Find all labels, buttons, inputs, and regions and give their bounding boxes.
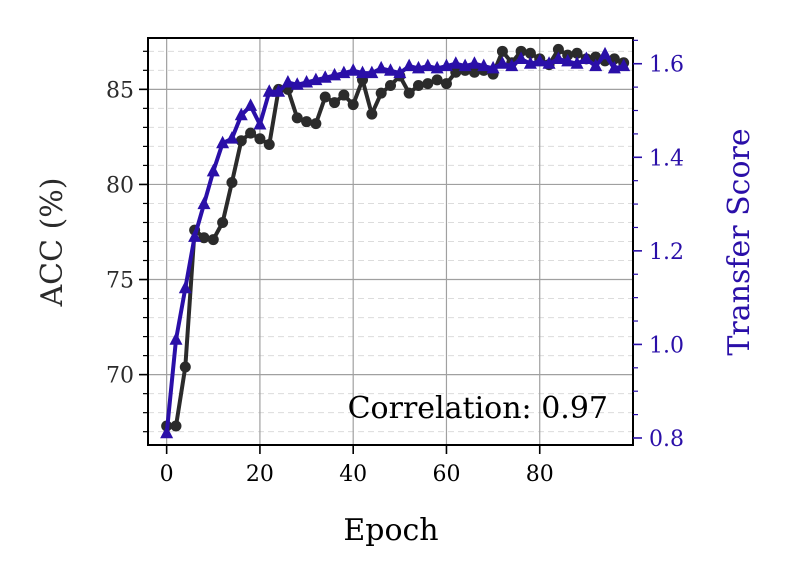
acc-point — [571, 47, 583, 59]
y2-tick-label: 1.4 — [649, 146, 684, 171]
transfer-score-point — [234, 107, 248, 121]
transfer-score-point — [393, 65, 407, 79]
transfer-score-point — [188, 229, 202, 242]
acc-point — [329, 97, 341, 109]
x-axis-label: Epoch — [343, 513, 438, 548]
transfer-score-point — [570, 56, 584, 69]
transfer-score-point — [365, 65, 379, 79]
transfer-score-point — [421, 58, 435, 72]
tick-layer: 70 75 80 85 0 20 40 60 80 0.8 1.0 1.2 1.4 1.6 — [106, 39, 684, 487]
transfer-score-point — [356, 65, 370, 79]
x-tick-label: 0 — [160, 462, 174, 487]
transfer-score-point — [551, 51, 565, 65]
transfer-score-point — [617, 58, 631, 72]
grid-layer — [148, 38, 633, 445]
acc-point — [301, 116, 313, 128]
transfer-score-point — [467, 56, 481, 69]
acc-point — [170, 420, 182, 432]
transfer-score-point — [477, 58, 491, 72]
acc-point — [468, 66, 480, 78]
acc-point — [450, 66, 462, 78]
y-axis-label: ACC (%) — [35, 177, 70, 307]
correlation-annotation: Correlation: 0.97 — [348, 391, 608, 426]
acc-point — [552, 43, 564, 55]
transfer-score-point — [533, 53, 547, 67]
y2-axis-label: Transfer Score — [722, 128, 757, 355]
acc-point — [440, 78, 452, 90]
x-tick-label: 40 — [339, 462, 367, 487]
acc-point — [422, 78, 434, 90]
transfer-score-point — [197, 196, 211, 210]
transfer-score-point — [486, 60, 500, 74]
acc-point — [263, 139, 275, 151]
transfer-score-point — [579, 51, 593, 65]
acc-point — [385, 80, 396, 92]
acc-point — [338, 89, 350, 101]
transfer-score-point — [206, 163, 220, 177]
transfer-score-point — [589, 58, 603, 72]
transfer-score-point — [169, 332, 183, 345]
x-tick-label: 20 — [246, 462, 274, 487]
transfer-score-point — [272, 84, 286, 97]
acc-point — [347, 99, 359, 111]
transfer-score-point — [495, 56, 509, 69]
transfer-score-point — [514, 51, 528, 65]
y-tick-label: 80 — [106, 173, 134, 198]
y2-tick-label: 1.2 — [649, 240, 684, 265]
acc-point — [366, 108, 378, 120]
y-tick-label: 75 — [106, 269, 134, 294]
acc-point — [403, 87, 415, 99]
acc-point — [319, 91, 331, 103]
x-tick-label: 80 — [526, 462, 554, 487]
transfer-score-point — [160, 425, 174, 439]
acc-point — [198, 232, 210, 244]
acc-point — [515, 45, 527, 57]
acc-point — [375, 87, 387, 99]
transfer-score-point — [244, 98, 258, 111]
transfer-score-point — [262, 84, 276, 97]
transfer-score-point — [346, 63, 360, 76]
x-tick-label: 60 — [432, 462, 460, 487]
acc-point — [217, 216, 229, 228]
y-tick-label: 85 — [106, 78, 134, 103]
acc-point — [245, 127, 257, 139]
transfer-score-line — [164, 52, 625, 434]
acc-point — [179, 361, 191, 373]
transfer-score-point — [374, 60, 388, 74]
transfer-score-point — [402, 58, 416, 72]
transfer-score-point — [384, 63, 397, 76]
transfer-score-point — [225, 131, 239, 144]
acc-point — [254, 133, 266, 145]
y-tick-label: 70 — [106, 364, 134, 389]
transfer-score-point — [281, 74, 295, 88]
transfer-score-point — [216, 135, 230, 149]
acc-point — [235, 135, 247, 147]
acc-point — [496, 45, 508, 57]
transfer-score-point — [542, 56, 556, 69]
acc-point — [207, 234, 219, 246]
transfer-score-point — [253, 117, 267, 130]
transfer-score-point — [505, 58, 519, 72]
acc-point — [226, 177, 238, 189]
acc-point — [310, 118, 322, 130]
y2-tick-label: 1.0 — [649, 333, 684, 358]
transfer-score-point — [449, 56, 463, 69]
y2-tick-label: 1.6 — [649, 53, 684, 78]
series-layer — [160, 43, 631, 439]
transfer-score-point — [178, 280, 192, 294]
acc-point — [291, 112, 303, 124]
transfer-score-point — [561, 53, 575, 67]
acc-point — [431, 74, 443, 86]
acc-point — [412, 80, 424, 92]
transfer-score-point — [598, 46, 612, 60]
y2-tick-label: 0.8 — [649, 427, 684, 452]
acc-line — [166, 47, 625, 428]
acc-point — [524, 47, 536, 59]
